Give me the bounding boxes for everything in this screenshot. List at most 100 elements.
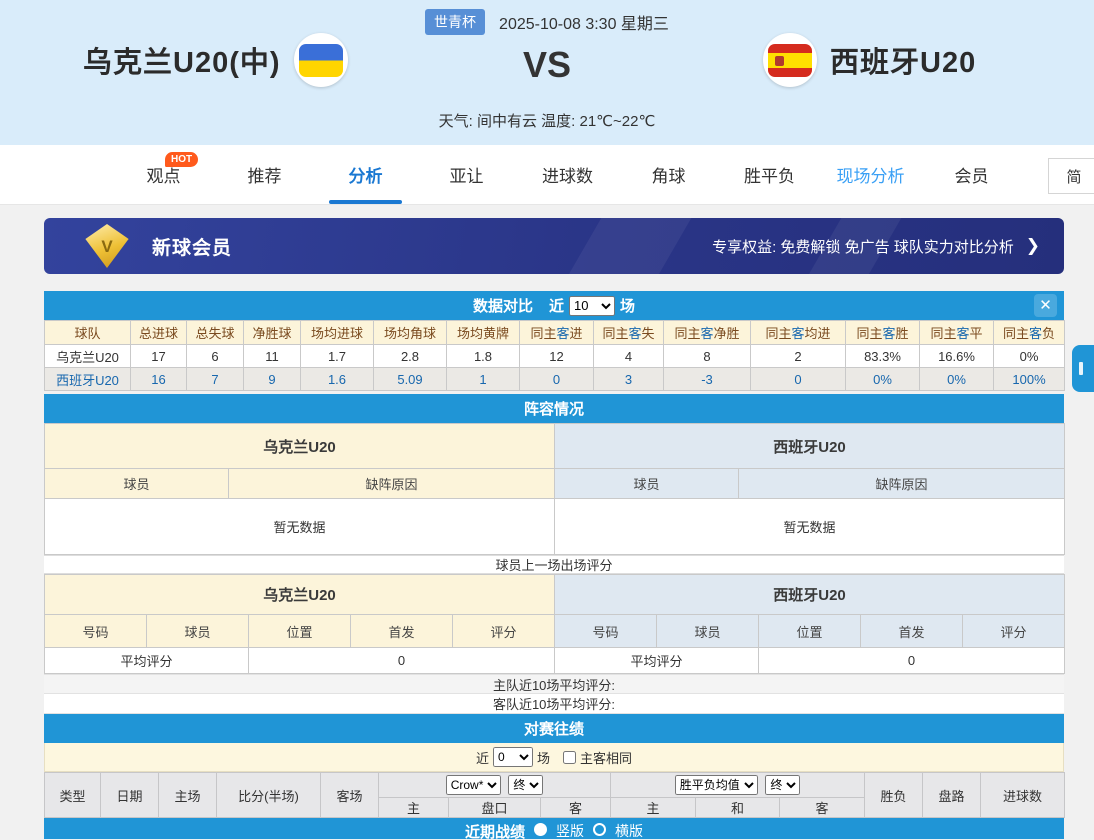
sub-col-home-odds: 主 <box>378 797 449 818</box>
tab-goals[interactable]: 进球数 <box>517 145 618 204</box>
away-avg-label: 平均评分 <box>554 647 760 674</box>
col-home: 主场 <box>158 772 217 818</box>
lineup-home-team: 乌克兰U20 <box>44 423 555 469</box>
language-toggle-button[interactable]: 简 <box>1048 158 1094 194</box>
lineup-home-col-player: 球员 <box>44 468 229 499</box>
tab-asian-handicap[interactable]: 亚让 <box>416 145 517 204</box>
col-type: 类型 <box>44 772 101 818</box>
lineup-table: 乌克兰U20 西班牙U20 球员 缺阵原因 球员 缺阵原因 暂无数据 暂无数据 <box>44 423 1065 555</box>
home-avg-label: 平均评分 <box>44 647 249 674</box>
data-compare-header: 数据对比 近 10 场 ✕ <box>44 291 1064 320</box>
h2h-title: 对赛往绩 <box>523 721 584 738</box>
sub-col-win: 主 <box>610 797 697 818</box>
odds-time-select-2[interactable]: 终 <box>765 775 801 795</box>
col-starter: 首发 <box>350 614 453 648</box>
near-label: 近 <box>548 298 564 315</box>
tab-label: 进球数 <box>542 167 593 186</box>
col-trend: 盘路 <box>922 772 982 818</box>
col-avg-goals: 场均进球 <box>300 320 374 345</box>
vip-banner-title: 新球会员 <box>152 237 233 259</box>
home-avg-value: 0 <box>247 647 556 674</box>
tab-label: 分析 <box>348 167 383 186</box>
side-floating-tab[interactable] <box>1072 345 1094 392</box>
tab-label: 亚让 <box>449 167 484 186</box>
lineup-home-no-data: 暂无数据 <box>44 498 555 555</box>
page-content: V 新球会员 专享权益: 免费解锁 免广告 球队实力对比分析 ❯ 数据对比 近 … <box>43 218 1066 839</box>
spain-flag-icon <box>763 33 817 87</box>
col-position: 位置 <box>248 614 351 648</box>
col-same-venue-avg: 同主客均进 <box>750 320 846 345</box>
tab-label: 会员 <box>954 167 989 186</box>
match-meta: 世青杯 2025-10-08 3:30 星期三 <box>0 0 1094 35</box>
banner-stripe <box>560 218 698 274</box>
diamond-icon: V <box>84 224 130 268</box>
h2h-near-select[interactable]: 0 <box>492 747 533 767</box>
lineup-title: 阵容情况 <box>523 401 584 418</box>
home-recent-rating: 主队近10场平均评分: <box>44 674 1064 694</box>
vip-member-banner[interactable]: V 新球会员 专享权益: 免费解锁 免广告 球队实力对比分析 ❯ <box>44 218 1064 274</box>
ratings-away-team: 西班牙U20 <box>554 574 1066 615</box>
radio-horizontal-layout[interactable] <box>593 823 606 836</box>
away-team: 西班牙U20 <box>763 33 976 87</box>
data-compare-header-row: 球队 总进球 总失球 净胜球 场均进球 场均角球 场均黄牌 同主客进 同主客失 … <box>44 320 1065 345</box>
tab-win-draw-lose[interactable]: 胜平负 <box>719 145 820 204</box>
col-same-venue-win: 同主客胜 <box>845 320 920 345</box>
close-icon[interactable]: ✕ <box>1034 294 1057 317</box>
tab-label: 现场分析 <box>836 167 905 186</box>
active-tab-underline <box>329 200 402 204</box>
col-number: 号码 <box>44 614 147 648</box>
col-position: 位置 <box>758 614 862 648</box>
same-venue-checkbox[interactable] <box>563 750 576 764</box>
lineup-away-no-data: 暂无数据 <box>554 498 1065 555</box>
tab-recommend[interactable]: 推荐 <box>214 145 315 204</box>
recent-form-header: 近期战绩 竖版 横版 <box>44 818 1064 839</box>
lineup-section-header: 阵容情况 <box>44 394 1064 423</box>
near-label: 近 <box>475 750 489 766</box>
table-row-away: 西班牙U20 16 7 9 1.6 5.09 1 0 3 -3 0 0% 0% … <box>44 367 1065 391</box>
chevron-right-icon[interactable]: ❯ <box>1025 236 1040 255</box>
col-team: 球队 <box>44 320 131 345</box>
col-player: 球员 <box>656 614 760 648</box>
home-team: 乌克兰U20(中) <box>83 33 348 87</box>
col-same-venue-draw: 同主客平 <box>919 320 994 345</box>
sub-col-handicap: 盘口 <box>448 797 541 818</box>
tab-live-analysis[interactable]: 现场分析 <box>820 145 921 204</box>
col-total-goals: 总进球 <box>130 320 187 345</box>
bookmaker-select[interactable]: Crow* <box>445 775 501 795</box>
odds-group-handicap: Crow* 终 <box>377 772 612 798</box>
tab-corners[interactable]: 角球 <box>618 145 719 204</box>
ukraine-flag-icon <box>293 33 348 87</box>
radio-vertical-layout[interactable] <box>534 823 547 836</box>
vs-label: VS <box>522 44 572 85</box>
away-team-name: 西班牙U20 <box>830 47 977 79</box>
home-team-name: 乌克兰U20(中) <box>83 47 281 79</box>
col-score: 比分(半场) <box>216 772 321 818</box>
col-number: 号码 <box>554 614 658 648</box>
sub-col-away-odds: 客 <box>539 797 612 818</box>
col-avg-corners: 场均角球 <box>373 320 447 345</box>
league-badge: 世青杯 <box>425 9 486 35</box>
h2h-filter-row: 近 0 场 主客相同 <box>44 743 1064 772</box>
vip-benefits: 专享权益: 免费解锁 免广告 球队实力对比分析 ❯ <box>712 236 1040 257</box>
ratings-subtitle: 球员上一场出场评分 <box>44 555 1064 574</box>
away-recent-rating: 客队近10场平均评分: <box>44 694 1064 714</box>
horizontal-layout-label: 横版 <box>615 823 643 839</box>
hot-badge: HOT <box>165 152 199 167</box>
odds-average-select[interactable]: 胜平负均值 <box>674 775 758 795</box>
near-matches-select[interactable]: 10 <box>569 295 615 316</box>
col-same-venue-conceded: 同主客失 <box>593 320 664 345</box>
side-tab-glyph <box>1079 362 1083 375</box>
lineup-away-team: 西班牙U20 <box>554 423 1065 469</box>
tab-analysis[interactable]: 分析 <box>315 145 416 204</box>
lineup-away-col-reason: 缺阵原因 <box>738 468 1065 499</box>
table-row-home: 乌克兰U20 17 6 11 1.7 2.8 1.8 12 4 8 2 83.3… <box>44 344 1065 368</box>
tab-member[interactable]: 会员 <box>921 145 1022 204</box>
odds-time-select[interactable]: 终 <box>508 775 544 795</box>
col-starter: 首发 <box>860 614 964 648</box>
sub-col-draw: 和 <box>695 797 781 818</box>
match-datetime: 2025-10-08 3:30 星期三 <box>499 16 669 33</box>
tab-viewpoint[interactable]: 观点 HOT <box>113 145 214 204</box>
weather-info: 天气: 间中有云 温度: 21℃~22℃ <box>438 113 656 130</box>
col-rating: 评分 <box>451 614 556 648</box>
col-goals: 进球数 <box>980 772 1066 818</box>
